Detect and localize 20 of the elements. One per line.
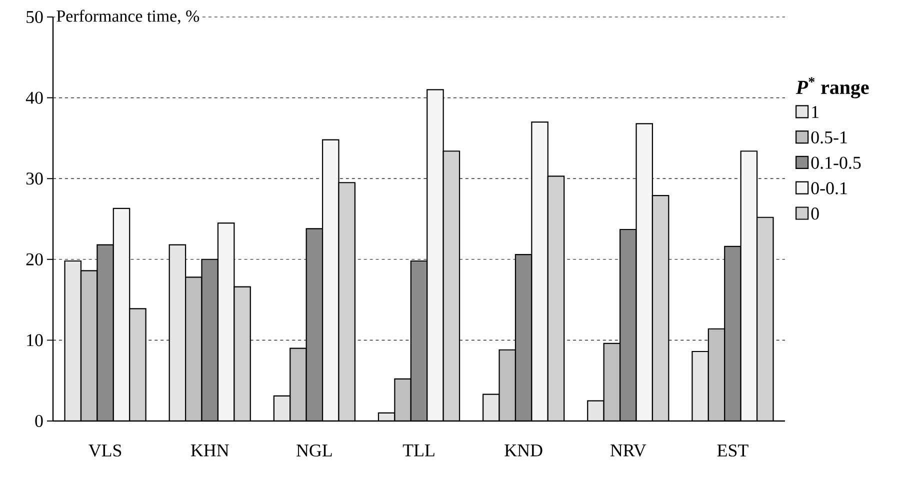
legend-label: 0.5-1 (811, 131, 847, 144)
legend-label: 1 (812, 106, 818, 118)
y-tick-label: 20 (26, 253, 43, 266)
x-tick-label: EST (717, 444, 748, 457)
y-tick-label: 0 (35, 414, 43, 428)
x-tick-label: NRV (610, 444, 646, 457)
x-tick-label: KHN (190, 444, 229, 456)
x-tick-label: TLL (402, 444, 434, 456)
legend-label: 0 (811, 208, 819, 220)
y-tick-label: 10 (27, 334, 43, 346)
legend-title: P$^{*}$ range (796, 77, 869, 98)
y-tick-label: 50 (26, 10, 43, 24)
y-tick-label: 30 (26, 172, 43, 185)
y-tick-label: 40 (26, 92, 43, 104)
y-axis-title: Performance time, % (56, 10, 200, 24)
legend-label: 0.1-0.5 (811, 156, 861, 169)
x-tick-label: NGL (296, 444, 332, 457)
x-tick-label: VLS (88, 444, 122, 457)
legend-label: 0-0.1 (811, 182, 847, 194)
x-tick-label: KND (504, 444, 542, 456)
